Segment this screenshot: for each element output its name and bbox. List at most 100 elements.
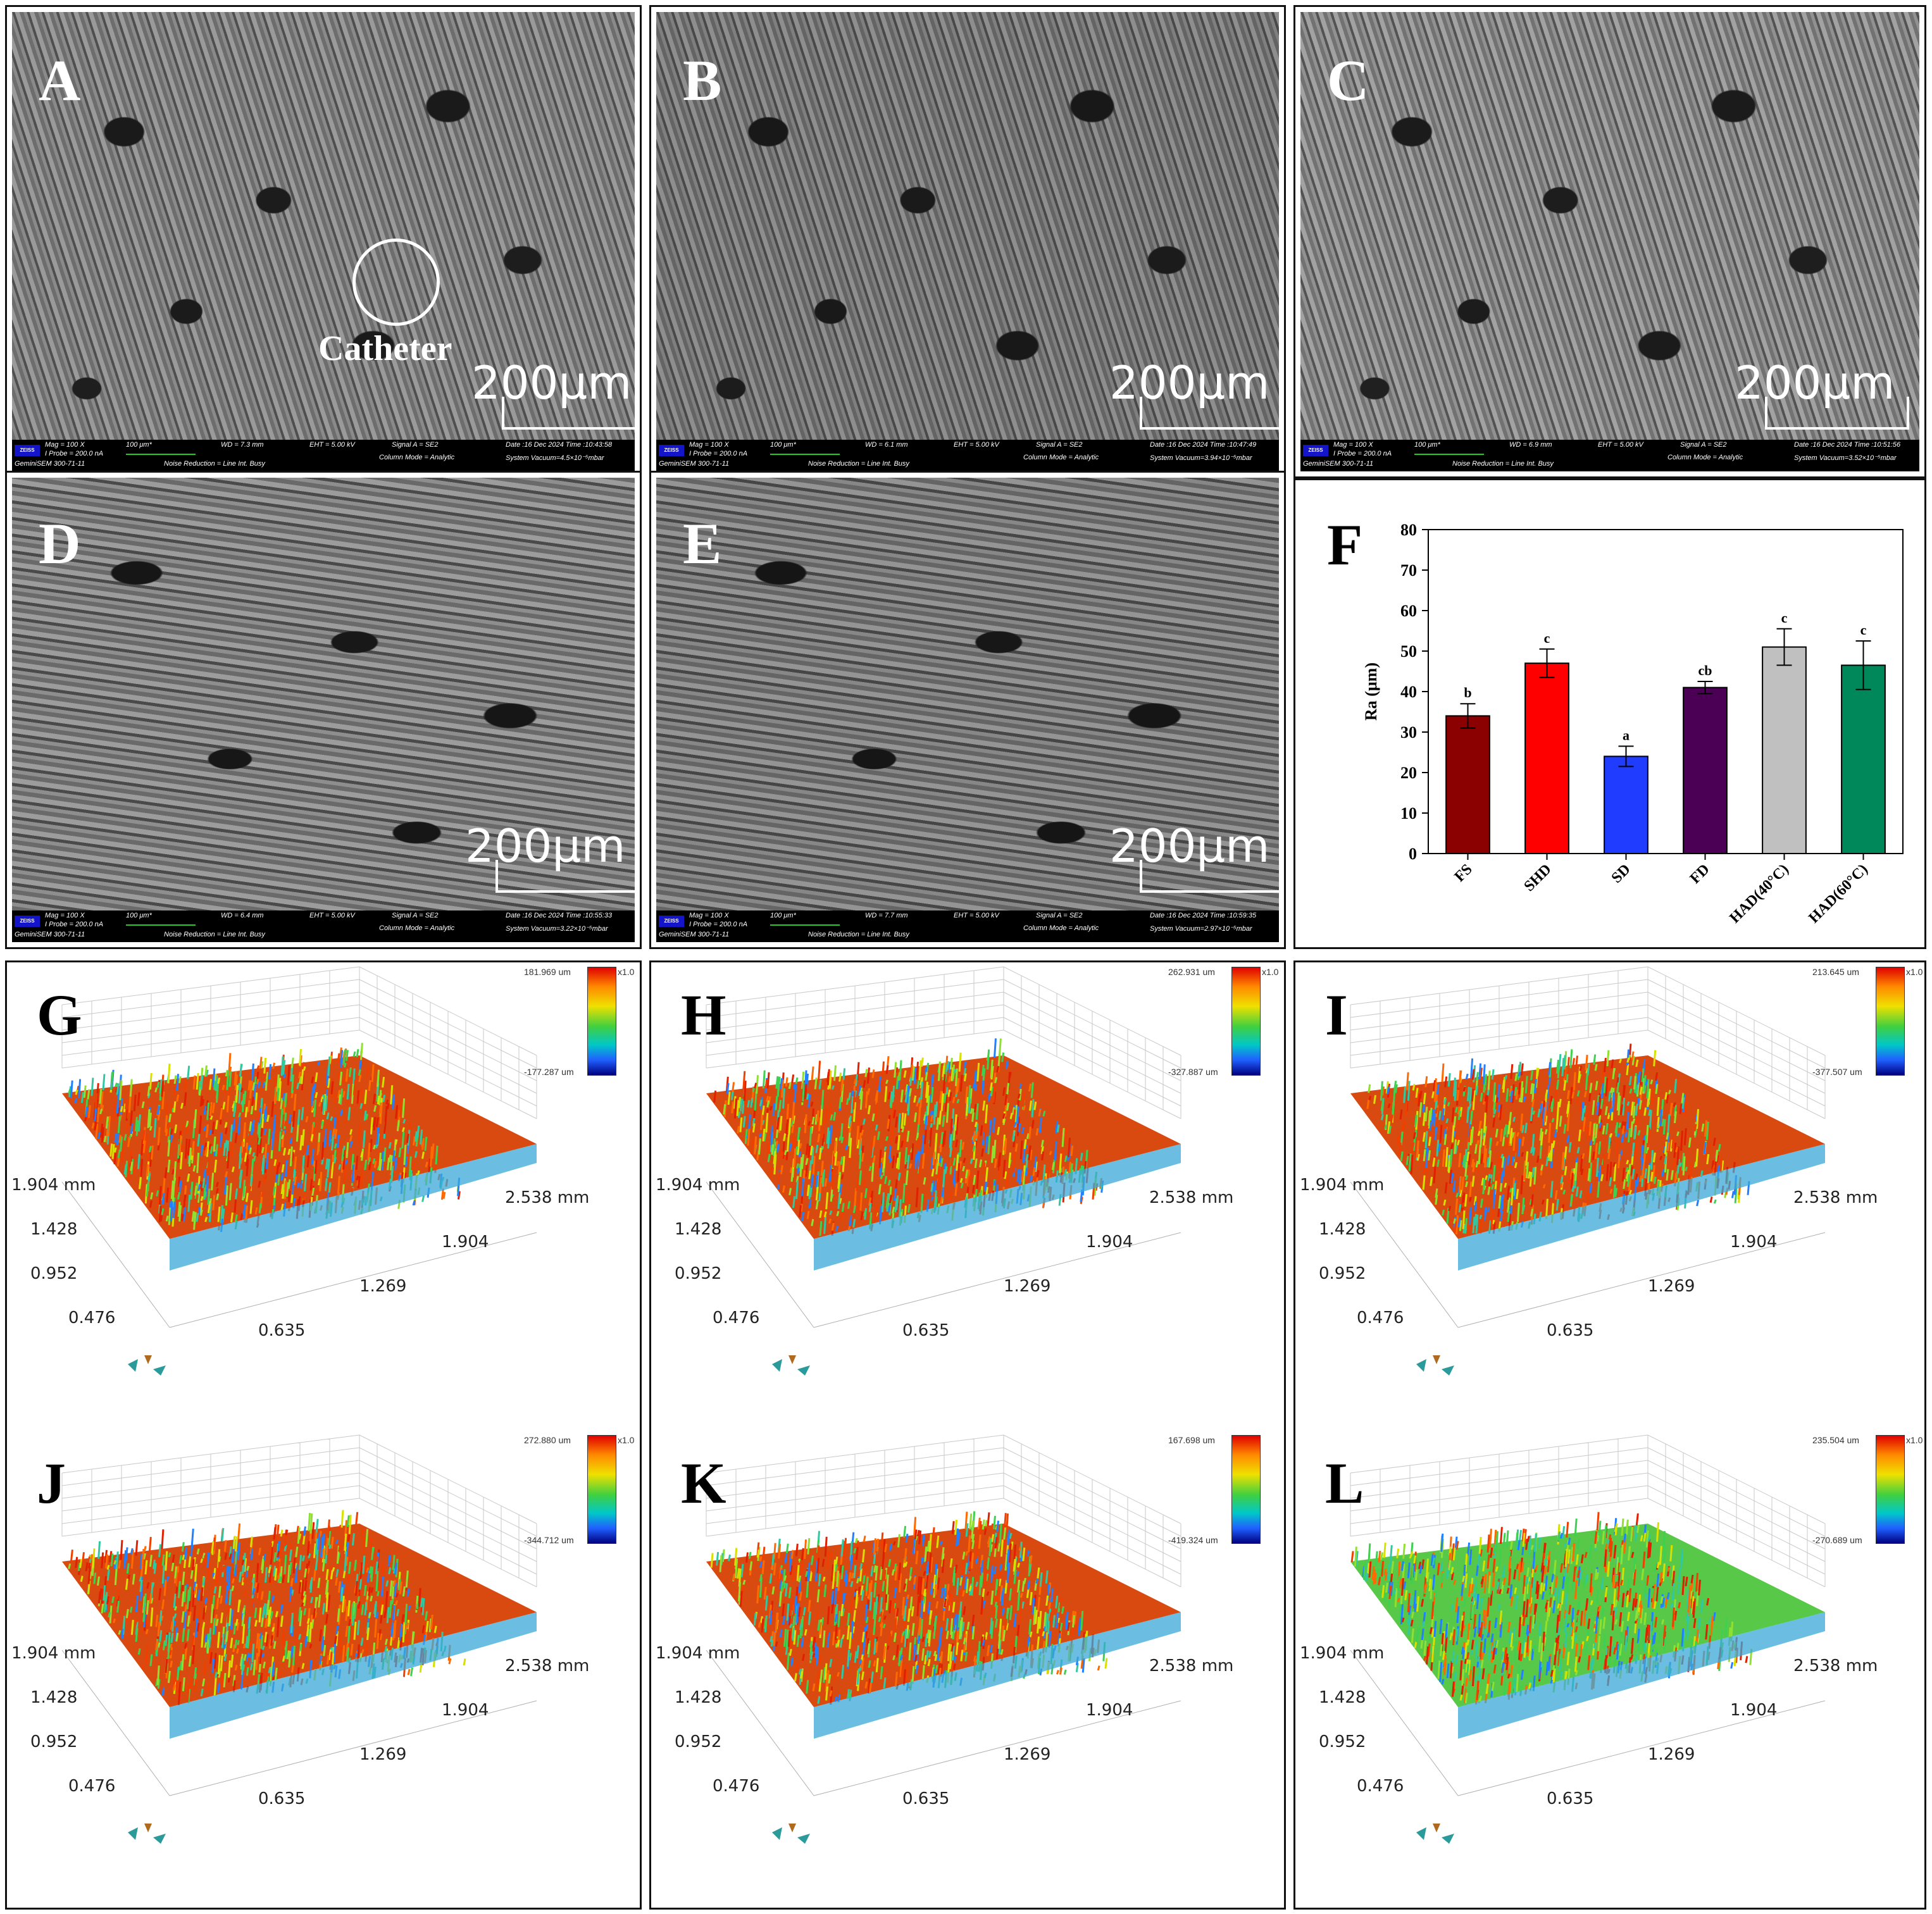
- surface-edge: [170, 1144, 537, 1271]
- wd: WD = 6.9 mm: [1509, 441, 1552, 449]
- model: GeminiSEM 300-71-11: [15, 460, 85, 468]
- probe: I Probe = 200.0 nA: [1333, 450, 1392, 457]
- x-axis-tick: 1.269: [359, 1745, 407, 1764]
- x-tick-label: HAD(40°C): [1726, 861, 1792, 926]
- sem-info-bar-a: ZEISS Mag = 100 X I Probe = 200.0 nA Gem…: [12, 440, 635, 471]
- color-scale-bar: [587, 1435, 616, 1544]
- model: GeminiSEM 300-71-11: [1303, 460, 1374, 468]
- sem-image-e: [656, 478, 1279, 910]
- x-axis-tick: 1.904: [1086, 1701, 1133, 1720]
- scale-text-c: 200μm: [1735, 356, 1895, 409]
- x-axis-tick: 1.904: [1086, 1233, 1133, 1252]
- vacuum: System Vacuum=3.22×10⁻⁵mbar: [506, 925, 608, 933]
- surface-panel-i: I 213.645 um -377.507 um x1.0 1.904 mm 1.428 0…: [1293, 960, 1926, 1429]
- bar-HAD(60°C): [1841, 664, 1886, 854]
- surface-panel-l: L 235.504 um -270.689 um x1.0 1.904 mm 1.428 0…: [1293, 1429, 1926, 1897]
- color-scale-max: 181.969 um: [524, 967, 571, 977]
- y-axis-tick: 0.952: [675, 1732, 722, 1751]
- bar-FS: [1445, 715, 1490, 854]
- y-axis-tick: 0.952: [30, 1732, 78, 1751]
- orientation-gizmo-icon: [770, 1353, 814, 1378]
- noise: Noise Reduction = Line Int. Busy: [164, 931, 265, 938]
- y-axis-tick: 0.952: [1319, 1264, 1366, 1283]
- y-axis-tick: 0.476: [1357, 1308, 1404, 1327]
- model: GeminiSEM 300-71-11: [15, 931, 85, 938]
- y-tick-label: 50: [1400, 642, 1417, 661]
- significance-letter: b: [1464, 685, 1471, 700]
- sem-panel-b: B 200μm ZEISS Mag = 100 X I Probe = 200.…: [649, 5, 1286, 478]
- surface-texture: [710, 1511, 1108, 1705]
- x-axis-tick: 0.635: [258, 1789, 306, 1808]
- sem-image-b: [656, 12, 1279, 440]
- surface-edge: [1458, 1144, 1825, 1271]
- um: 100 μm*: [770, 912, 796, 919]
- panel-label-g: G: [37, 983, 82, 1047]
- orientation-gizmo-icon: [1414, 1353, 1458, 1378]
- orientation-gizmo-icon: [125, 1353, 170, 1378]
- sem-info-bar-e: ZEISS Mag = 100 X I Probe = 200.0 nA Gem…: [656, 910, 1279, 942]
- y-axis-tick: 1.904 mm: [1300, 1176, 1385, 1195]
- panel-label-i: I: [1325, 983, 1348, 1047]
- noise: Noise Reduction = Line Int. Busy: [1452, 460, 1554, 468]
- x-axis-tick: 1.269: [1004, 1277, 1051, 1296]
- significance-letter: c: [1860, 622, 1867, 638]
- color-scale-bar: [1876, 1435, 1905, 1544]
- eht: EHT = 5.00 kV: [954, 441, 999, 449]
- floor-axes: [706, 1181, 1181, 1328]
- surface-edge: [170, 1612, 537, 1739]
- color-scale-bar: [587, 967, 616, 1076]
- x-axis-tick: 2.538 mm: [1149, 1656, 1234, 1675]
- eht: EHT = 5.00 kV: [309, 912, 355, 919]
- x-axis-tick: 0.635: [258, 1321, 306, 1340]
- surface-base: [706, 1055, 1181, 1239]
- color-scale-max: 213.645 um: [1812, 967, 1859, 977]
- y-axis-tick: 1.904 mm: [656, 1644, 740, 1663]
- sem-image-d: [12, 478, 635, 910]
- y-axis-tick: 1.428: [675, 1688, 722, 1707]
- y-axis-tick: 0.476: [713, 1777, 760, 1796]
- model: GeminiSEM 300-71-11: [659, 460, 730, 468]
- zoom-factor: x1.0: [1262, 967, 1279, 977]
- mag: Mag = 100 X: [689, 441, 729, 449]
- zeiss-logo: ZEISS: [15, 445, 40, 456]
- x-axis-tick: 2.538 mm: [1793, 1188, 1878, 1207]
- x-axis-tick: 2.538 mm: [505, 1188, 590, 1207]
- panel-label-f: F: [1327, 513, 1363, 577]
- orientation-gizmo-icon: [125, 1821, 170, 1846]
- bar-HAD(40°C): [1762, 646, 1807, 854]
- y-axis-tick: 0.952: [30, 1264, 78, 1283]
- grid-walls: [61, 966, 537, 1119]
- x-axis-tick: 1.904: [1730, 1233, 1778, 1252]
- eht: EHT = 5.00 kV: [954, 912, 999, 919]
- mag: Mag = 100 X: [689, 912, 729, 919]
- date: Date :16 Dec 2024 Time :10:55:33: [506, 912, 613, 919]
- sem-info-bar-d: ZEISS Mag = 100 X I Probe = 200.0 nA Gem…: [12, 910, 635, 942]
- color-scale-min: -270.689 um: [1812, 1535, 1862, 1545]
- sem-panel-c: C 200μm ZEISS Mag = 100 X I Probe = 200.…: [1293, 5, 1926, 478]
- panel-label-k: K: [681, 1451, 726, 1515]
- x-tick-label: FD: [1687, 861, 1713, 887]
- probe: I Probe = 200.0 nA: [689, 450, 748, 457]
- y-axis-tick: 1.428: [30, 1688, 78, 1707]
- y-tick-label: 10: [1400, 804, 1417, 823]
- date: Date :16 Dec 2024 Time :10:43:58: [506, 441, 613, 449]
- surface-panel-h: H 262.931 um -327.887 um x1.0 1.904 mm 1.428 0…: [649, 960, 1282, 1429]
- zeiss-logo: ZEISS: [659, 445, 684, 456]
- x-axis-tick: 1.904: [442, 1233, 489, 1252]
- noise: Noise Reduction = Line Int. Busy: [808, 460, 909, 468]
- um: 100 μm*: [1414, 441, 1440, 449]
- scale-text-e: 200μm: [1109, 819, 1270, 873]
- surface-edge: [1458, 1612, 1825, 1739]
- chart-panel-f: F 0 10 20 30 40 50 60 70 80 Ra (μm) b FS c SHD a SD cb FD…: [1293, 478, 1926, 949]
- y-axis-tick: 1.428: [1319, 1220, 1366, 1239]
- mag: Mag = 100 X: [45, 441, 85, 449]
- zeiss-logo: ZEISS: [15, 916, 40, 927]
- x-axis-tick: 2.538 mm: [1793, 1656, 1878, 1675]
- surface-plot-i: [1350, 966, 1826, 1328]
- probe: I Probe = 200.0 nA: [689, 921, 748, 928]
- color-scale-max: 167.698 um: [1168, 1435, 1215, 1445]
- significance-letter: a: [1623, 727, 1630, 743]
- x-axis-tick: 1.904: [442, 1701, 489, 1720]
- y-axis-tick: 1.904 mm: [11, 1176, 96, 1195]
- y-axis-tick: 0.476: [68, 1308, 116, 1327]
